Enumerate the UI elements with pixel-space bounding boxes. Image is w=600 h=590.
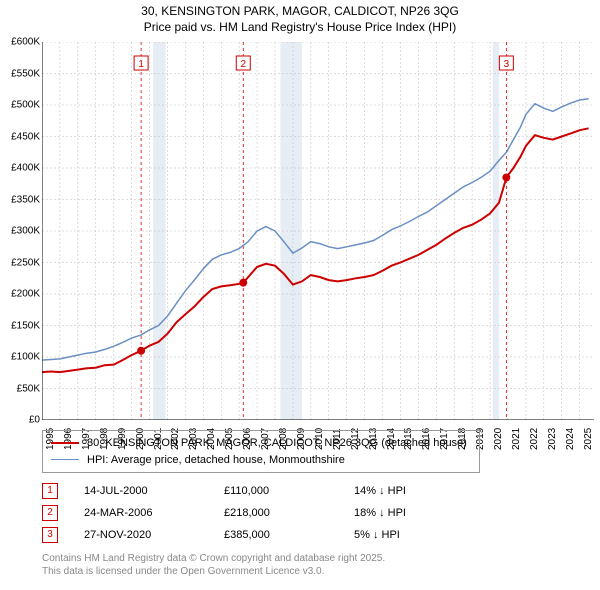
- y-tick-label: £600K: [0, 37, 40, 48]
- footer-line2: This data is licensed under the Open Gov…: [42, 565, 385, 578]
- legend-item: HPI: Average price, detached house, Monm…: [51, 452, 471, 469]
- sale-marker: 3: [42, 527, 58, 543]
- y-tick-label: £50K: [0, 383, 40, 394]
- sale-row: 3 27-NOV-2020£385,0005% ↓ HPI: [42, 524, 464, 546]
- y-tick-label: £350K: [0, 194, 40, 205]
- chart-title: 30, KENSINGTON PARK, MAGOR, CALDICOT, NP…: [0, 0, 600, 35]
- sale-diff: 18% ↓ HPI: [354, 507, 464, 519]
- price-chart: 1 2 3: [42, 42, 594, 420]
- svg-text:3: 3: [504, 59, 510, 70]
- legend-label: HPI: Average price, detached house, Monm…: [87, 452, 345, 469]
- sale-diff: 14% ↓ HPI: [354, 485, 464, 497]
- legend-swatch: [51, 442, 79, 444]
- sale-row: 1 14-JUL-2000£110,00014% ↓ HPI: [42, 480, 464, 502]
- footer-attribution: Contains HM Land Registry data © Crown c…: [42, 552, 385, 578]
- y-tick-label: £500K: [0, 100, 40, 111]
- sale-price: £385,000: [224, 529, 354, 541]
- x-tick-label: 2022: [529, 428, 540, 450]
- x-tick-label: 2021: [511, 428, 522, 450]
- x-tick-label: 2025: [583, 428, 594, 450]
- sale-date: 24-MAR-2006: [84, 507, 224, 519]
- y-tick-label: £550K: [0, 68, 40, 79]
- y-tick-label: £100K: [0, 352, 40, 363]
- sale-diff: 5% ↓ HPI: [354, 529, 464, 541]
- sale-price: £110,000: [224, 485, 354, 497]
- legend-swatch: [51, 459, 79, 460]
- sales-table: 1 14-JUL-2000£110,00014% ↓ HPI 2 24-MAR-200…: [42, 480, 464, 546]
- sale-date: 27-NOV-2020: [84, 529, 224, 541]
- y-tick-label: £450K: [0, 131, 40, 142]
- sale-row: 2 24-MAR-2006£218,00018% ↓ HPI: [42, 502, 464, 524]
- sale-price: £218,000: [224, 507, 354, 519]
- sale-marker: 2: [42, 505, 58, 521]
- x-tick-label: 2023: [547, 428, 558, 450]
- svg-text:1: 1: [138, 59, 144, 70]
- y-tick-label: £250K: [0, 257, 40, 268]
- y-tick-label: £200K: [0, 289, 40, 300]
- title-line2: Price paid vs. HM Land Registry's House …: [0, 20, 600, 36]
- x-tick-label: 2024: [565, 428, 576, 450]
- sale-marker: 1: [42, 483, 58, 499]
- y-tick-label: £300K: [0, 226, 40, 237]
- title-line1: 30, KENSINGTON PARK, MAGOR, CALDICOT, NP…: [0, 4, 600, 20]
- footer-line1: Contains HM Land Registry data © Crown c…: [42, 552, 385, 565]
- legend: 30, KENSINGTON PARK, MAGOR, CALDICOT, NP…: [42, 430, 480, 473]
- y-tick-label: £150K: [0, 320, 40, 331]
- legend-item: 30, KENSINGTON PARK, MAGOR, CALDICOT, NP…: [51, 435, 471, 452]
- sale-date: 14-JUL-2000: [84, 485, 224, 497]
- y-tick-label: £400K: [0, 163, 40, 174]
- svg-text:2: 2: [240, 59, 246, 70]
- legend-label: 30, KENSINGTON PARK, MAGOR, CALDICOT, NP…: [87, 435, 467, 452]
- y-tick-label: £0: [0, 415, 40, 426]
- x-tick-label: 2020: [493, 428, 504, 450]
